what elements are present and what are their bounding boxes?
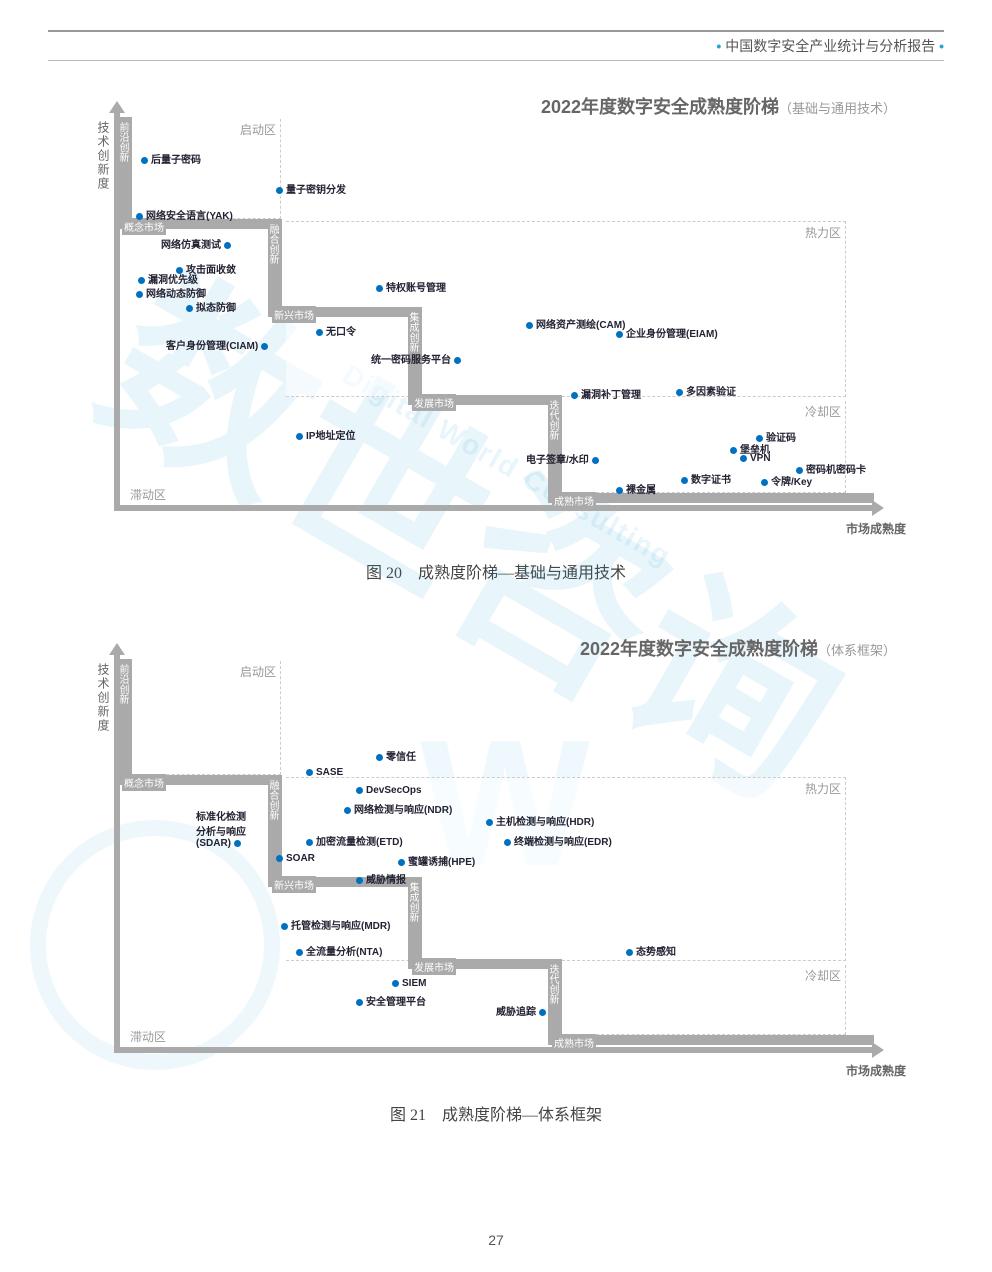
chart2-point: 托管检测与响应(MDR) bbox=[281, 917, 390, 932]
chart1-point: 多因素验证 bbox=[676, 383, 736, 398]
chart2-stair-label: 成熟市场 bbox=[552, 1034, 596, 1051]
chart1-point: IP地址定位 bbox=[296, 427, 355, 442]
chart1-point: 裸金属 bbox=[616, 481, 656, 496]
chart2-caption: 图 21 成熟度阶梯—体系框架 bbox=[48, 1101, 944, 1125]
chart2-point: SOAR bbox=[276, 853, 315, 864]
chart1-stair-label: 成熟市场 bbox=[552, 492, 596, 509]
page-number: 27 bbox=[0, 1232, 992, 1248]
chart1-axis-x bbox=[114, 505, 874, 511]
chart2-point: 标准化检测 分析与响应 (SDAR) bbox=[196, 808, 246, 849]
chart2-point: SASE bbox=[306, 767, 343, 778]
chart1-point: 统一密码服务平台 bbox=[371, 351, 461, 366]
chart1-point: 网络安全语言(YAK) bbox=[136, 207, 233, 222]
bullet-right: • bbox=[939, 38, 944, 54]
chart1-point: 客户身份管理(CIAM) bbox=[166, 337, 268, 352]
chart2-point: SIEM bbox=[392, 978, 426, 989]
chart2-stair bbox=[548, 1035, 874, 1045]
chart1-point: 电子签章/水印 bbox=[526, 451, 599, 466]
chart-1: 2022年度数字安全成熟度阶梯（基础与通用技术） 技术创新度 市场成熟度 启动区… bbox=[96, 111, 896, 541]
chart2-stair-label: 融合创新 bbox=[268, 779, 282, 821]
chart2-stair-label: 迭代创新 bbox=[548, 963, 562, 1005]
chart1-stair-label: 融合创新 bbox=[268, 223, 282, 265]
chart2-point: 全流量分析(NTA) bbox=[296, 943, 382, 958]
chart2-y-label: 技术创新度 bbox=[94, 663, 112, 733]
header-rule-top bbox=[48, 30, 944, 32]
chart2-point: 加密流量检测(ETD) bbox=[306, 833, 403, 848]
chart2-region-qidong: 启动区 bbox=[126, 661, 281, 775]
chart2-x-label: 市场成熟度 bbox=[846, 1062, 906, 1079]
chart-2: 2022年度数字安全成熟度阶梯（体系框架） 技术创新度 市场成熟度 启动区 热力… bbox=[96, 653, 896, 1083]
chart2-point: 蜜罐诱捕(HPE) bbox=[398, 853, 475, 868]
chart1-point: 特权账号管理 bbox=[376, 279, 446, 294]
chart2-title: 2022年度数字安全成熟度阶梯（体系框架） bbox=[580, 635, 896, 661]
chart1-stair-label: 发展市场 bbox=[412, 394, 456, 411]
bullet-left: • bbox=[716, 38, 721, 54]
chart2-point: 网络检测与响应(NDR) bbox=[344, 801, 452, 816]
chart2-stair-label: 前沿创新 bbox=[118, 663, 132, 705]
chart2-point: 零信任 bbox=[376, 748, 416, 763]
chart1-point: 漏洞优先级 bbox=[138, 271, 198, 286]
chart1-caption: 图 20 成熟度阶梯—基础与通用技术 bbox=[48, 559, 944, 583]
chart1-point: 网络动态防御 bbox=[136, 285, 206, 300]
chart1-stair-label: 新兴市场 bbox=[272, 306, 316, 323]
chart1-y-label: 技术创新度 bbox=[94, 121, 112, 191]
header-title: 中国数字安全产业统计与分析报告 bbox=[725, 38, 935, 54]
chart2-stair-label: 发展市场 bbox=[412, 958, 456, 975]
header-rule-thin bbox=[48, 60, 944, 61]
chart1-stair bbox=[548, 493, 874, 503]
chart2-point: 安全管理平台 bbox=[356, 993, 426, 1008]
chart1-point: 企业身份管理(EIAM) bbox=[616, 325, 718, 340]
chart1-point: 网络仿真测试 bbox=[161, 236, 231, 251]
chart2-point: 威胁追踪 bbox=[496, 1003, 546, 1018]
chart2-stair-label: 集成创新 bbox=[408, 881, 422, 923]
chart1-stair-label: 迭代创新 bbox=[548, 399, 562, 441]
chart2-region-lengque: 冷却区 bbox=[566, 965, 846, 1035]
chart1-title: 2022年度数字安全成熟度阶梯（基础与通用技术） bbox=[541, 93, 896, 119]
chart1-point: 漏洞补丁管理 bbox=[571, 386, 641, 401]
chart1-region-qidong: 启动区 bbox=[126, 119, 281, 219]
chart1-point: 无口令 bbox=[316, 323, 356, 338]
chart1-point: 令牌/Key bbox=[761, 473, 812, 488]
chart1-point: 数字证书 bbox=[681, 471, 731, 486]
chart2-region-zhidong: 滞动区 bbox=[126, 1026, 170, 1047]
chart2-point: DevSecOps bbox=[356, 785, 422, 796]
chart2-point: 态势感知 bbox=[626, 943, 676, 958]
chart2-axis-x bbox=[114, 1047, 874, 1053]
chart1-point: 拟态防御 bbox=[186, 299, 236, 314]
chart2-point: 主机检测与响应(HDR) bbox=[486, 813, 594, 828]
chart1-point: 量子密钥分发 bbox=[276, 181, 346, 196]
chart1-x-label: 市场成熟度 bbox=[846, 520, 906, 537]
chart2-stair-label: 概念市场 bbox=[122, 774, 166, 791]
header-title-row: • 中国数字安全产业统计与分析报告 • bbox=[48, 36, 944, 56]
chart1-point: 后量子密码 bbox=[141, 151, 201, 166]
chart1-stair-label: 集成创新 bbox=[408, 311, 422, 353]
chart2-stair-label: 新兴市场 bbox=[272, 876, 316, 893]
chart2-point: 威胁情报 bbox=[356, 871, 406, 886]
chart1-point: 网络资产测绘(CAM) bbox=[526, 316, 625, 331]
chart1-region-zhidong: 滞动区 bbox=[126, 484, 170, 505]
chart1-point: VPN bbox=[740, 453, 771, 464]
chart1-stair-label: 前沿创新 bbox=[118, 121, 132, 163]
chart2-point: 终端检测与响应(EDR) bbox=[504, 833, 612, 848]
